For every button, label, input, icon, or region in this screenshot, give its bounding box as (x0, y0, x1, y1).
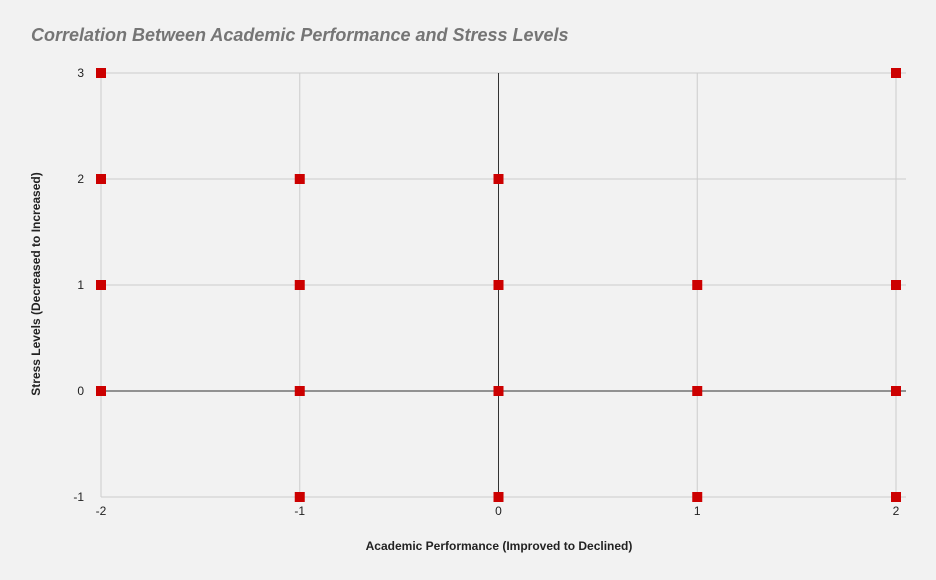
data-point[interactable] (692, 492, 703, 502)
data-point[interactable] (96, 68, 106, 78)
data-point[interactable] (96, 386, 106, 396)
y-tick-label: -1 (73, 490, 84, 504)
data-point[interactable] (96, 280, 106, 290)
y-tick-label: 3 (77, 66, 84, 80)
x-tick-label: 1 (694, 504, 701, 518)
data-point[interactable] (294, 386, 305, 396)
data-point[interactable] (96, 174, 106, 184)
y-tick-label: 2 (77, 172, 84, 186)
data-point[interactable] (891, 68, 901, 78)
y-tick-label: 0 (77, 384, 84, 398)
data-point[interactable] (294, 174, 305, 184)
data-point[interactable] (891, 280, 901, 290)
data-point[interactable] (493, 174, 504, 184)
data-point[interactable] (692, 280, 703, 290)
data-point[interactable] (493, 492, 504, 502)
x-tick-label: 0 (495, 504, 502, 518)
data-point[interactable] (891, 492, 901, 502)
data-point[interactable] (891, 386, 901, 396)
x-tick-label: 2 (893, 504, 900, 518)
data-point[interactable] (692, 386, 703, 396)
x-axis-title: Academic Performance (Improved to Declin… (366, 539, 633, 553)
data-point[interactable] (294, 492, 305, 502)
x-tick-label: -1 (294, 504, 305, 518)
x-tick-label: -2 (96, 504, 107, 518)
y-axis-title: Stress Levels (Decreased to Increased) (29, 172, 43, 395)
chart-title: Correlation Between Academic Performance… (31, 25, 569, 45)
data-point[interactable] (493, 280, 504, 290)
data-point[interactable] (294, 280, 305, 290)
y-tick-label: 1 (77, 278, 84, 292)
data-point[interactable] (493, 386, 504, 396)
